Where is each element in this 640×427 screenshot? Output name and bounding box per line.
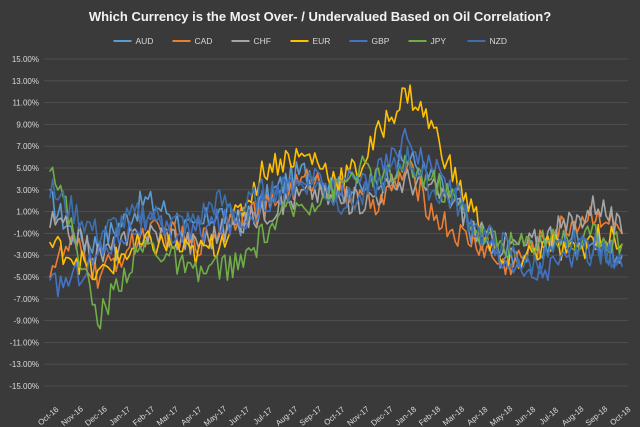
y-tick-label: -9.00% — [14, 317, 39, 326]
legend-label-eur: EUR — [313, 36, 331, 46]
x-tick-label: Aug-17 — [274, 404, 300, 427]
x-tick-label: Jul-17 — [252, 405, 275, 426]
x-tick-label: Oct-18 — [608, 405, 633, 427]
series-line-gbp — [49, 127, 623, 298]
y-tick-label: 1.00% — [16, 208, 39, 217]
series-line-nzd — [49, 145, 623, 275]
y-tick-label: -13.00% — [9, 360, 39, 369]
x-tick-label: Jul-18 — [538, 405, 561, 426]
legend-label-jpy: JPY — [431, 36, 447, 46]
y-tick-label: 3.00% — [16, 186, 39, 195]
x-tick-label: Jan-18 — [394, 404, 419, 427]
x-tick-label: May-17 — [202, 404, 229, 427]
series-lines — [49, 84, 623, 330]
y-tick-label: 5.00% — [16, 164, 39, 173]
y-tick-label: 9.00% — [16, 120, 39, 129]
legend-label-gbp: GBP — [372, 36, 390, 46]
x-tick-label: Jun-18 — [513, 404, 538, 427]
x-tick-label: Nov-16 — [59, 404, 85, 427]
x-tick-label: Dec-16 — [83, 404, 109, 427]
y-tick-label: -3.00% — [14, 251, 39, 260]
y-tick-label: -15.00% — [9, 382, 39, 391]
y-tick-label: -11.00% — [10, 338, 39, 347]
legend-label-cad: CAD — [195, 36, 213, 46]
x-tick-label: Mar-17 — [155, 404, 181, 427]
y-tick-label: 7.00% — [16, 142, 39, 151]
legend-label-nzd: NZD — [490, 36, 507, 46]
chart-title: Which Currency is the Most Over- / Under… — [89, 9, 551, 24]
x-tick-label: Sep-18 — [584, 404, 610, 427]
y-tick-label: -1.00% — [14, 229, 39, 238]
x-tick-label: Sep-17 — [298, 404, 324, 427]
legend-label-aud: AUD — [136, 36, 154, 46]
legend: AUD CAD CHF EUR GBP JPY NZD — [113, 36, 507, 46]
x-tick-label: Jun-17 — [227, 404, 252, 427]
x-tick-label: Mar-18 — [441, 404, 467, 427]
series-line-jpy — [49, 154, 623, 330]
gridlines — [44, 58, 628, 387]
x-tick-label: Feb-18 — [417, 404, 443, 427]
x-tick-label: Dec-17 — [369, 404, 395, 427]
y-axis-ticks: 15.00% 13.00% 11.00% 9.00% 7.00% 5.00% 3.00% 1.… — [9, 55, 39, 391]
y-tick-label: 15.00% — [12, 55, 39, 64]
x-tick-label: Apr-18 — [465, 405, 490, 427]
x-tick-label: Oct-17 — [322, 405, 347, 427]
x-tick-label: Apr-17 — [179, 405, 204, 427]
x-tick-label: Oct-16 — [36, 405, 61, 427]
x-tick-label: Jan-17 — [108, 404, 133, 427]
y-tick-label: 11.00% — [12, 99, 39, 108]
x-tick-label: Feb-17 — [131, 404, 157, 427]
y-tick-label: -5.00% — [14, 273, 39, 282]
y-tick-label: -7.00% — [14, 295, 39, 304]
x-tick-label: Nov-17 — [345, 404, 371, 427]
x-tick-label: Aug-18 — [560, 404, 586, 427]
y-tick-label: 13.00% — [12, 77, 39, 86]
x-tick-label: May-18 — [488, 404, 515, 427]
legend-label-chf: CHF — [254, 36, 271, 46]
